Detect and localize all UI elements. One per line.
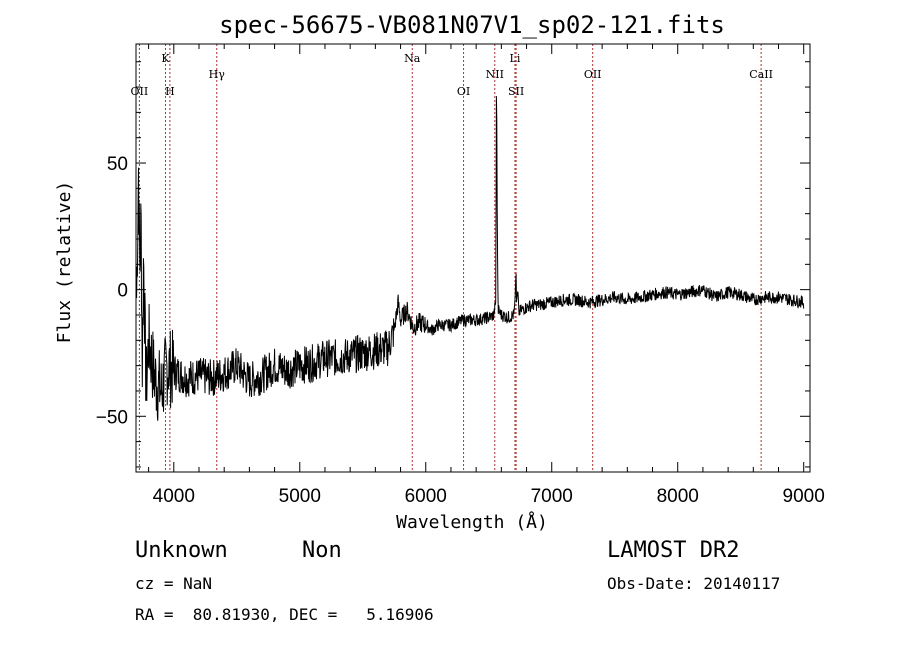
spectral-line-label: Hγ (209, 68, 226, 81)
x-tick-label: 5000 (279, 486, 321, 507)
survey-name: LAMOST DR2 (607, 538, 740, 563)
redshift: cz = NaN (135, 574, 213, 593)
x-axis-label: Wavelength (Å) (396, 511, 548, 533)
spectral-line-label: OII (584, 68, 602, 81)
spectral-line-label: NII (486, 68, 504, 81)
axes: 4000 5000 6000 7000 8000 9000 −50 0 50 (96, 44, 825, 507)
spectral-line-label: Na (404, 52, 421, 65)
x-tick-label: 9000 (783, 486, 825, 507)
spectral-line-label: OI (457, 85, 470, 98)
object-class: Unknown (135, 538, 228, 563)
observation-date: Obs-Date: 20140117 (607, 574, 781, 593)
y-tick-label: −50 (96, 407, 128, 428)
spectrum-line-group (136, 96, 805, 421)
spectral-line-label: Li (510, 52, 521, 65)
object-subclass: Non (302, 538, 342, 563)
spectrum-line (136, 96, 805, 421)
spectral-line-label: CaII (749, 68, 773, 81)
coordinates: RA = 80.81930, DEC = 5.16906 (135, 605, 434, 624)
spectral-line-label: H (165, 85, 175, 98)
spectral-line-label: K (161, 52, 170, 65)
x-tick-label: 8000 (657, 486, 699, 507)
y-axis-label: Flux (relative) (54, 181, 75, 344)
x-tick-label: 4000 (153, 486, 195, 507)
y-tick-label: 50 (107, 154, 128, 175)
chart-title: spec-56675-VB081N07V1_sp02-121.fits (219, 11, 725, 39)
spectral-line-markers: OII K H Hγ Na OI NII Li SII OII CaII (131, 44, 773, 472)
spectral-line-label: SII (508, 85, 524, 98)
y-tick-label: 0 (117, 281, 128, 302)
spectral-line-label: OII (131, 85, 149, 98)
x-tick-label: 7000 (531, 486, 573, 507)
plot-frame (135, 43, 811, 473)
x-tick-label: 6000 (405, 486, 447, 507)
